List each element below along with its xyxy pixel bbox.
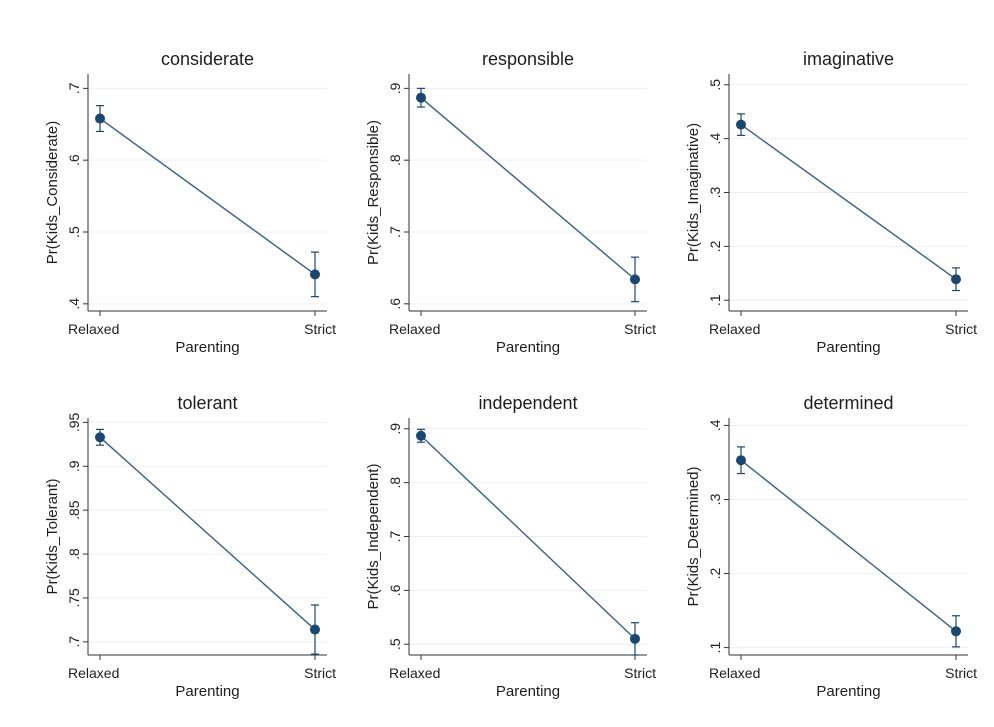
x-axis-title: Parenting (816, 683, 880, 700)
x-tick-label: Strict (304, 321, 336, 337)
y-tick-label: .9 (387, 82, 403, 94)
panel-title: imaginative (803, 49, 894, 69)
data-point (95, 113, 105, 124)
y-axis-title: Pr(Kids_Responsible) (365, 120, 382, 265)
data-point (310, 269, 320, 280)
y-axis-title: Pr(Kids_Considerate) (44, 121, 61, 264)
y-tick-label: .5 (66, 226, 82, 238)
series-line (740, 459, 957, 632)
series-line (420, 97, 636, 280)
x-tick-label: Strict (304, 665, 336, 681)
panel-imaginative: .1 .2 .3 .4 .5 Relaxed Strict imaginative Parent… (685, 49, 977, 356)
y-tick-label: .8 (387, 477, 403, 489)
series-line (99, 436, 316, 631)
y-tick-label: .3 (707, 186, 723, 198)
panel-tolerant: .7 .75 .8 .85 .9 .95 Relaxed Strict tolerant Pare… (44, 393, 336, 700)
x-tick-label: Strict (945, 665, 977, 681)
x-tick-label: Strict (624, 665, 656, 681)
series-line (420, 435, 636, 640)
y-tick-label: .2 (707, 567, 723, 579)
y-tick-label: .1 (707, 642, 723, 654)
y-tick-label: .85 (66, 500, 82, 520)
x-tick-label: Strict (624, 321, 656, 337)
y-tick-label: .6 (66, 154, 82, 166)
y-tick-label: .4 (66, 298, 82, 310)
y-axis-title: Pr(Kids_Determined) (685, 466, 702, 606)
data-point (951, 274, 961, 285)
data-point (416, 92, 426, 103)
y-tick-label: .5 (707, 79, 723, 91)
y-tick-label: .7 (387, 226, 403, 238)
panel-title: considerate (161, 49, 254, 69)
y-tick-label: .5 (387, 638, 403, 650)
y-tick-label: .9 (66, 460, 82, 472)
y-tick-label: .9 (387, 423, 403, 435)
panel-title: responsible (482, 49, 574, 69)
y-axis-title: Pr(Kids_Tolerant) (44, 479, 61, 595)
series-line (740, 124, 957, 280)
data-point (630, 633, 640, 644)
y-axis-title: Pr(Kids_Imaginative) (685, 123, 702, 262)
y-tick-label: .7 (66, 636, 82, 648)
y-tick-label: .75 (66, 588, 82, 608)
panel-title: tolerant (177, 393, 237, 413)
y-tick-label: .3 (707, 493, 723, 505)
panel-title: determined (803, 393, 893, 413)
x-tick-label: Strict (945, 321, 977, 337)
x-axis-title: Parenting (496, 339, 560, 356)
y-axis-title: Pr(Kids_Independent) (365, 464, 382, 610)
y-tick-label: .4 (707, 419, 723, 431)
panel-independent: .5 .6 .7 .8 .9 Relaxed Strict independent Parent… (365, 393, 656, 700)
y-tick-label: .2 (707, 240, 723, 252)
panel-determined: .1 .2 .3 .4 Relaxed Strict determined Parenting… (685, 393, 977, 700)
y-tick-label: .6 (387, 584, 403, 596)
panel-responsible: .6 .7 .8 .9 Relaxed Strict responsible Parentin… (365, 49, 656, 356)
data-point (736, 455, 746, 466)
x-axis-title: Parenting (175, 339, 239, 356)
x-axis-title: Parenting (816, 339, 880, 356)
data-point (416, 430, 426, 441)
data-point (736, 119, 746, 130)
y-tick-label: .1 (707, 294, 723, 306)
data-point (310, 624, 320, 635)
x-axis-title: Parenting (175, 683, 239, 700)
panel-considerate: .4 .5 .6 .7 Relaxed Strict considerate Parentin… (44, 49, 336, 356)
y-tick-label: .7 (387, 530, 403, 542)
panel-title: independent (478, 393, 577, 413)
x-tick-label: Relaxed (709, 321, 760, 337)
x-tick-label: Relaxed (389, 665, 440, 681)
series-line (99, 117, 316, 275)
x-tick-label: Relaxed (68, 665, 119, 681)
data-point (630, 274, 640, 285)
x-tick-label: Relaxed (389, 321, 440, 337)
x-tick-label: Relaxed (68, 321, 119, 337)
y-tick-label: .6 (387, 298, 403, 310)
y-tick-label: .95 (66, 412, 82, 432)
data-point (951, 626, 961, 637)
y-tick-label: .8 (66, 548, 82, 560)
y-tick-label: .7 (66, 82, 82, 94)
x-axis-title: Parenting (496, 683, 560, 700)
x-tick-label: Relaxed (709, 665, 760, 681)
y-tick-label: .8 (387, 154, 403, 166)
data-point (95, 432, 105, 443)
y-tick-label: .4 (707, 133, 723, 145)
